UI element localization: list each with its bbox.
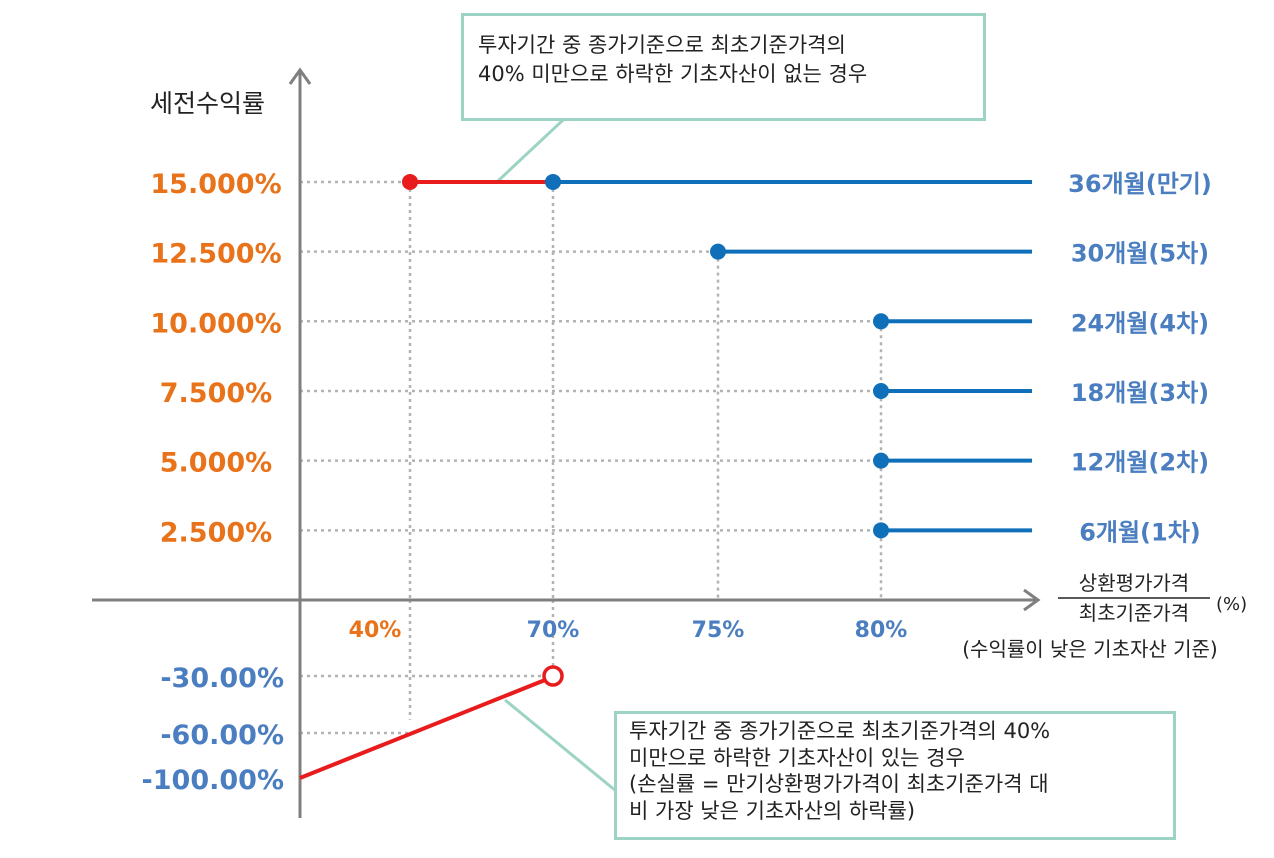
callout-bottom-line-2: 미만으로 하락한 기초자산이 있는 경우	[629, 745, 965, 770]
callout-top-connector	[496, 118, 565, 183]
x-axis-arrow-icon	[1023, 588, 1041, 612]
loss-line-open-point	[542, 665, 564, 687]
loss-line	[299, 678, 546, 780]
x-axis-title-numerator: 상환평가가격	[1079, 571, 1189, 595]
x-axis-title-denominator: 최초기준가격	[1079, 601, 1189, 625]
redemption-point	[710, 243, 726, 260]
callout-top-line-2: 40% 미만으로 하락한 기초자산이 없는 경우	[478, 61, 868, 86]
redemption-label: 36개월(만기)	[1068, 170, 1212, 198]
x-axis-note: (수익률이 낮은 기초자산 기준)	[962, 637, 1217, 661]
redemption-label: 6개월(1차)	[1079, 518, 1201, 546]
y-tick-label-negative: -30.00%	[160, 663, 284, 694]
x-tick-label: 75%	[692, 618, 745, 643]
redemption-label: 24개월(4차)	[1071, 309, 1209, 337]
y-tick-label: 5.000%	[160, 448, 272, 479]
x-tick-label: 40%	[349, 618, 402, 643]
y-tick-label: 15.000%	[150, 169, 281, 200]
y-tick-label: 12.500%	[150, 239, 281, 270]
redemption-point	[873, 452, 889, 469]
redemption-point	[873, 313, 889, 330]
no-knock-in-start-point	[402, 173, 418, 190]
redemption-label: 12개월(2차)	[1071, 449, 1209, 477]
y-axis-arrow-icon	[288, 67, 312, 85]
redemption-point	[545, 173, 561, 190]
y-axis-title: 세전수익률	[150, 89, 265, 118]
x-tick-label: 80%	[855, 618, 908, 643]
callout-top-line-1: 투자기간 중 종가기준으로 최초기준가격의	[478, 33, 846, 57]
callout-no-knock-in: 투자기간 중 종가기준으로 최초기준가격의 40% 미만으로 하락한 기초자산이…	[461, 13, 986, 121]
callout-bottom-line-3: (손실률 = 만기상환평가가격이 최초기준가격 대	[629, 772, 1049, 797]
callout-knock-in: 투자기간 중 종가기준으로 최초기준가격의 40% 미만으로 하락한 기초자산이…	[614, 711, 1176, 840]
callout-bottom-line-1: 투자기간 중 종가기준으로 최초기준가격의 40%	[629, 719, 1051, 743]
y-tick-label: 2.500%	[160, 517, 272, 548]
y-tick-label: 7.500%	[160, 378, 272, 409]
y-tick-label-negative: -100.00%	[142, 765, 284, 796]
callout-bottom-connector	[504, 698, 628, 802]
redemption-point	[873, 522, 889, 539]
x-tick-label: 70%	[527, 618, 580, 643]
redemption-label: 30개월(5차)	[1071, 240, 1209, 268]
redemption-point	[873, 382, 889, 399]
y-tick-label: 10.000%	[150, 308, 281, 339]
x-axis-unit: (%)	[1216, 594, 1247, 615]
callout-bottom-line-4: 비 가장 낮은 기초자산의 하락률)	[629, 798, 916, 823]
y-tick-label-negative: -60.00%	[160, 720, 284, 751]
redemption-label: 18개월(3차)	[1071, 379, 1209, 407]
